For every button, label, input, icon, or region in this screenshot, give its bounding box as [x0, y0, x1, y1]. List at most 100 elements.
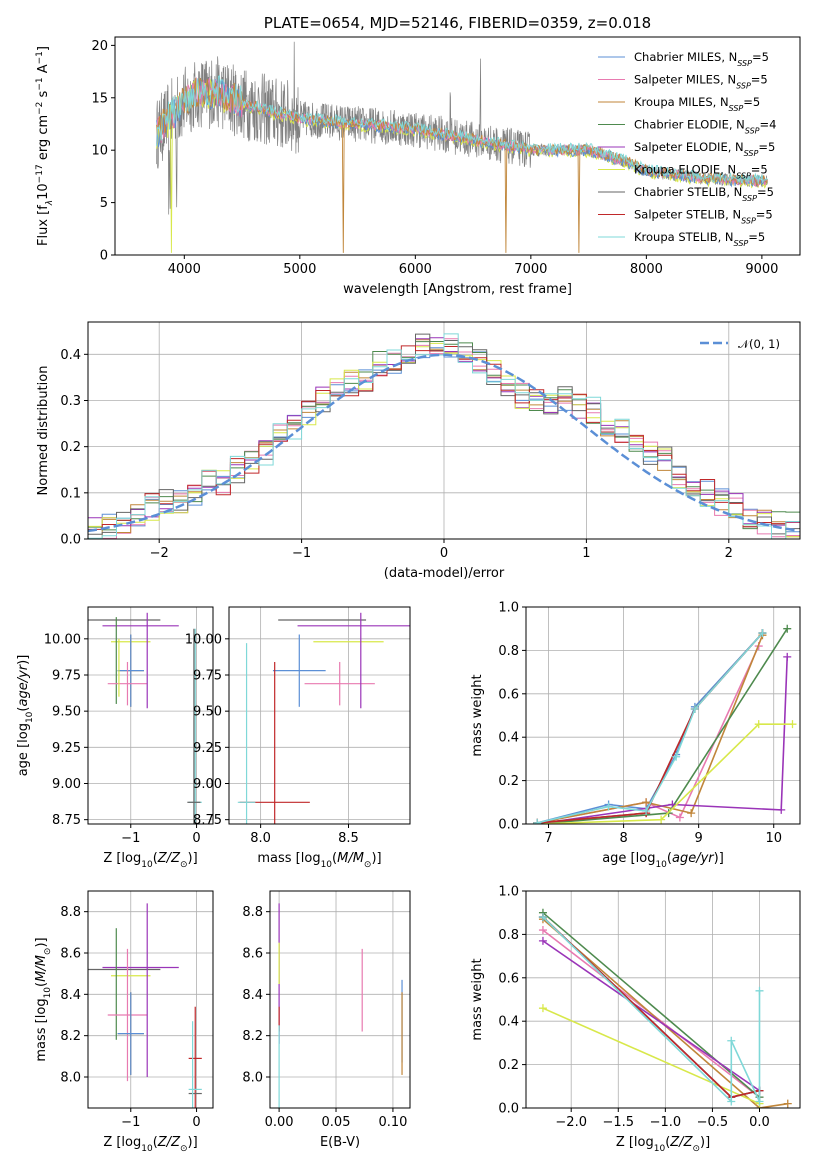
y-tick-label: 9.50	[52, 705, 81, 720]
axes-frame	[87, 321, 801, 540]
data-point-marker	[758, 629, 767, 638]
mass-weight-line	[537, 634, 764, 824]
x-tick-label: 0.0	[749, 1115, 770, 1130]
x-tick-label: 0.10	[378, 1115, 407, 1130]
mass-weight-line	[542, 912, 761, 1098]
y-axis-label: Normed distribution	[36, 366, 51, 496]
x-tick-label: 7000	[514, 262, 547, 277]
y-tick-label: 9.25	[193, 741, 222, 756]
y-tick-label: 0.1	[60, 486, 81, 501]
y-tick-label: 0.3	[60, 394, 81, 409]
x-tick-label: 9000	[745, 262, 778, 277]
axes-frame	[269, 890, 411, 1109]
x-tick-label: −1.0	[650, 1115, 682, 1130]
y-tick-label: 8.0	[60, 1071, 81, 1086]
y-tick-label: 9.00	[52, 777, 81, 792]
plot-area	[156, 41, 768, 253]
legend-entry: Kroupa STELIB, NSSP=5	[634, 230, 765, 248]
x-tick-label: 0	[192, 1115, 200, 1130]
y-tick-label: 0.0	[498, 818, 519, 833]
plot-area	[88, 903, 202, 1108]
data-point-marker	[777, 805, 786, 814]
x-tick-label: 8000	[630, 262, 663, 277]
x-axis-label: Z [log10(Z/Z⊙)]	[103, 1135, 197, 1154]
x-tick-label: 1	[582, 546, 590, 561]
x-axis-label: wavelength [Angstrom, rest frame]	[343, 282, 572, 297]
data-point-marker	[604, 802, 613, 811]
y-tick-label: 10	[91, 144, 108, 159]
mass-weight-line	[537, 628, 788, 824]
x-tick-label: −1	[121, 831, 140, 846]
y-tick-label: 8.0	[242, 1071, 263, 1086]
plot-area	[88, 612, 202, 824]
y-tick-label: 0.6	[498, 687, 519, 702]
y-tick-label: 9.00	[193, 777, 222, 792]
y-tick-label: 20	[91, 39, 108, 54]
gaussian-reference-line	[88, 353, 798, 533]
x-tick-label: 2	[725, 546, 733, 561]
y-axis-label: mass weight	[470, 674, 485, 756]
x-tick-label: −2	[150, 546, 169, 561]
data-point-marker	[675, 813, 684, 822]
y-tick-label: 10.00	[44, 632, 81, 647]
y-tick-label: 8.2	[242, 1029, 263, 1044]
x-tick-label: 8.0	[250, 831, 271, 846]
legend-entry: Salpeter MILES, NSSP=5	[634, 73, 768, 91]
y-tick-label: 8.75	[52, 813, 81, 828]
y-axis-label: age [log10(age/yr)]	[16, 655, 35, 777]
x-tick-label: 9	[695, 831, 703, 846]
y-tick-label: 0.4	[498, 1015, 519, 1030]
y-tick-label: 0.0	[498, 1102, 519, 1117]
x-tick-label: 10	[765, 831, 782, 846]
mass-weight-line	[542, 918, 788, 1108]
data-point-marker	[727, 1036, 736, 1045]
x-tick-label: −2.0	[555, 1115, 587, 1130]
data-point-marker	[657, 815, 666, 824]
plot-area	[538, 908, 792, 1108]
data-point-marker	[642, 798, 651, 807]
legend-entry: Kroupa ELODIE, NSSP=5	[634, 163, 768, 181]
mass-weight-line	[537, 632, 764, 824]
x-tick-label: −1.5	[602, 1115, 634, 1130]
data-point-marker	[727, 1097, 736, 1106]
mass-weight-line	[542, 1007, 760, 1105]
model-spectrum-line	[156, 74, 768, 184]
x-tick-label: 7	[544, 831, 552, 846]
data-point-marker	[754, 720, 763, 729]
legend-entry: 𝒩(0, 1)	[738, 337, 780, 351]
panel-3: 8.0 8.5 8.75 9.00 9.25 9.50 9.75 10.00 mass [log…	[185, 606, 411, 870]
x-axis-label: E(B-V)	[320, 1135, 360, 1150]
y-tick-label: 9.25	[52, 741, 81, 756]
y-tick-label: 8.6	[60, 947, 81, 962]
data-point-marker	[783, 1099, 792, 1108]
y-axis-label: mass weight	[470, 958, 485, 1040]
y-tick-label: 0.8	[498, 928, 519, 943]
figure-title: PLATE=0654, MJD=52146, FIBERID=0359, z=0…	[264, 14, 651, 32]
mass-weight-line	[537, 632, 764, 824]
axes-frame	[87, 606, 214, 825]
axes-frame	[87, 890, 214, 1109]
x-tick-label: 8	[619, 831, 627, 846]
x-tick-label: 0.05	[322, 1115, 351, 1130]
mass-weight-line	[537, 632, 764, 824]
data-point-marker	[690, 704, 699, 713]
panel-2: −1 0 8.75 9.00 9.25 9.50 9.75 10.00 Z [log10(Z/Z…	[16, 606, 214, 870]
x-tick-label: 8.5	[338, 831, 359, 846]
y-tick-label: 0.6	[498, 971, 519, 986]
mass-weight-line	[542, 916, 761, 1104]
x-tick-label: −1	[292, 546, 311, 561]
x-tick-label: 0	[440, 546, 448, 561]
y-tick-label: 0.8	[498, 644, 519, 659]
plot-area	[278, 903, 403, 1108]
legend-entry: Salpeter ELODIE, NSSP=5	[634, 140, 775, 158]
legend-entry: Kroupa MILES, NSSP=5	[634, 95, 760, 113]
panel-0: 4000 5000 6000 7000 8000 9000 0 5 10 15 20 PLATE=06…	[35, 14, 801, 297]
y-tick-label: 0.2	[498, 774, 519, 789]
y-tick-label: 0.4	[498, 731, 519, 746]
y-tick-label: 8.2	[60, 1029, 81, 1044]
data-point-marker	[538, 913, 547, 922]
axes-frame	[114, 36, 801, 256]
panel-1: −2 −1 0 1 2 0.0 0.1 0.2 0.3 0.4 (data-model)/error…	[36, 321, 801, 581]
plot-area	[533, 624, 797, 824]
legend-entry: Chabrier ELODIE, NSSP=4	[634, 118, 776, 136]
